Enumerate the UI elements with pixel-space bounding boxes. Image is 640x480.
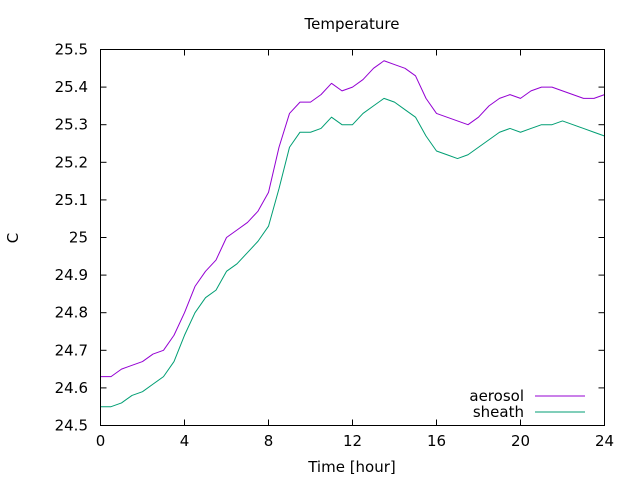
y-tick-label: 25.5 — [55, 41, 88, 59]
y-tick-label: 24.6 — [55, 379, 88, 397]
plot-frame — [100, 49, 605, 426]
y-tick-label: 25.4 — [55, 78, 88, 96]
legend-label-sheath: sheath — [473, 403, 524, 421]
y-tick-label: 25.1 — [55, 191, 88, 209]
series-layer — [100, 60, 605, 408]
chart-title: Temperature — [303, 15, 399, 33]
x-tick-label: 8 — [264, 432, 274, 450]
series-line-aerosol — [100, 60, 605, 378]
axis-ticks: 24.5 24.6 24.7 24.8 24.9 25 25.1 25.2 25.3 25.4 25… — [55, 41, 614, 451]
series-line-sheath — [100, 97, 605, 408]
x-tick-label: 20 — [511, 432, 530, 450]
legend-label-aerosol: aerosol — [469, 387, 524, 405]
y-tick-label: 24.8 — [55, 304, 88, 322]
x-tick-label: 16 — [427, 432, 446, 450]
x-tick-label: 0 — [96, 432, 106, 450]
y-tick-label: 25 — [69, 229, 88, 247]
x-tick-label: 24 — [595, 432, 614, 450]
y-axis-label: C — [4, 233, 22, 243]
x-tick-label: 4 — [180, 432, 190, 450]
x-tick-label: 12 — [343, 432, 362, 450]
y-tick-label: 24.9 — [55, 266, 88, 284]
y-tick-label: 25.2 — [55, 153, 88, 171]
y-tick-label: 25.3 — [55, 116, 88, 134]
y-tick-label: 24.5 — [55, 417, 88, 435]
y-tick-label: 24.7 — [55, 341, 88, 359]
x-axis-label: Time [hour] — [307, 458, 396, 476]
